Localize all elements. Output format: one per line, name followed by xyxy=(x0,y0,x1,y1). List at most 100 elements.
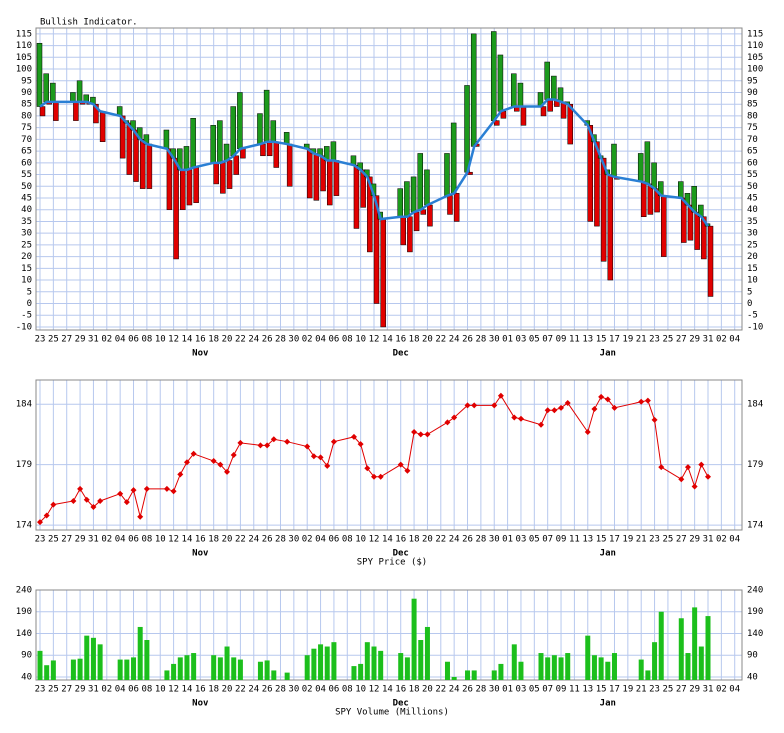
bullish-bar xyxy=(217,120,223,164)
x-tick-label: 05 xyxy=(529,335,540,345)
month-label: Dec xyxy=(393,549,409,559)
x-tick-label: 01 xyxy=(502,535,513,545)
price-point xyxy=(230,452,237,458)
x-tick-label: 26 xyxy=(262,535,273,545)
volume-bar xyxy=(164,670,170,680)
x-tick-label: 03 xyxy=(516,535,527,545)
y-tick-label: 5 xyxy=(27,287,32,297)
price-point xyxy=(264,442,271,449)
price-point xyxy=(183,459,190,466)
price-point xyxy=(604,396,611,403)
bearish-bar xyxy=(407,216,413,253)
x-tick-label: 20 xyxy=(422,535,433,545)
x-tick-label: 04 xyxy=(115,335,126,345)
bearish-bar xyxy=(166,148,173,210)
x-tick-label: 15 xyxy=(596,535,607,545)
bullish-bar xyxy=(470,33,477,147)
price-point xyxy=(190,450,197,457)
price-point xyxy=(163,485,170,492)
x-tick-label: 30 xyxy=(288,685,299,695)
volume-bar xyxy=(331,642,337,680)
y-tick-label: 50 xyxy=(21,182,32,192)
x-tick-label: 14 xyxy=(382,685,393,695)
volume-bar xyxy=(558,657,564,680)
y-tick-label: 75 xyxy=(747,123,758,133)
y-tick-label: 105 xyxy=(16,53,32,63)
y-tick-label: 65 xyxy=(747,147,758,157)
x-tick-label: 18 xyxy=(208,335,219,345)
x-tick-label: 26 xyxy=(262,335,273,345)
bearish-bar xyxy=(587,125,594,222)
price-point xyxy=(464,402,471,409)
x-tick-label: 24 xyxy=(449,335,460,345)
bullish-bar xyxy=(397,188,403,218)
bearish-bar xyxy=(273,141,280,168)
month-label: Jan xyxy=(600,349,616,359)
volume-bar xyxy=(471,670,477,680)
y-tick-label: 10 xyxy=(747,276,758,286)
y-tick-label: -5 xyxy=(747,311,758,321)
plot-frame xyxy=(35,379,743,531)
volume-bar xyxy=(77,658,83,680)
price-point xyxy=(517,415,524,422)
y-tick-label: 70 xyxy=(747,135,758,145)
y-tick-label: 115 xyxy=(747,29,763,39)
price-point xyxy=(237,439,244,446)
y-tick-label: 30 xyxy=(21,229,32,239)
bearish-bar xyxy=(453,193,460,222)
y-tick-label: 90 xyxy=(21,88,32,98)
x-tick-label: 14 xyxy=(382,335,393,345)
bearish-bar xyxy=(286,143,293,187)
price-point xyxy=(330,438,337,445)
x-tick-label: 28 xyxy=(275,535,286,545)
y-tick-label: 184 xyxy=(747,400,763,410)
price-point xyxy=(37,519,43,526)
bearish-bar xyxy=(260,143,266,157)
bearish-bar xyxy=(139,139,146,189)
volume-bar xyxy=(591,655,597,680)
x-tick-label: 20 xyxy=(222,535,233,545)
bearish-bar xyxy=(133,129,139,182)
bearish-bar xyxy=(547,99,553,112)
bearish-bar xyxy=(654,188,660,213)
x-tick-label: 20 xyxy=(222,685,233,695)
bullish-bar xyxy=(263,89,270,142)
bearish-bar xyxy=(266,141,273,157)
bearish-bar xyxy=(126,122,133,175)
x-tick-label: 10 xyxy=(155,535,166,545)
volume-bar xyxy=(678,618,684,680)
x-tick-label: 26 xyxy=(462,535,473,545)
price-point xyxy=(224,468,231,475)
price-point xyxy=(684,464,691,471)
x-tick-label: 04 xyxy=(115,535,126,545)
bearish-bar xyxy=(647,183,654,215)
x-tick-label: 01 xyxy=(502,685,513,695)
price-point xyxy=(324,462,331,469)
volume-bar xyxy=(378,650,384,680)
x-tick-label: 09 xyxy=(556,335,567,345)
price-point xyxy=(691,483,698,490)
volume-bar xyxy=(565,653,571,680)
x-tick-label: 29 xyxy=(689,535,700,545)
x-tick-label: 16 xyxy=(395,685,406,695)
y-tick-label: 40 xyxy=(747,672,758,682)
x-tick-label: 02 xyxy=(302,685,313,695)
volume-bar xyxy=(50,660,56,680)
x-tick-label: 08 xyxy=(141,335,152,345)
price-point xyxy=(424,431,431,438)
y-tick-label: 25 xyxy=(747,240,758,250)
bullish-bar xyxy=(444,153,450,196)
x-tick-label: 06 xyxy=(328,685,339,695)
x-tick-label: 17 xyxy=(609,685,620,695)
x-tick-label: 04 xyxy=(729,535,740,545)
bullish-bar xyxy=(270,120,277,142)
x-tick-label: 03 xyxy=(516,685,527,695)
x-tick-label: 22 xyxy=(435,685,446,695)
bearish-bar xyxy=(373,195,380,304)
volume-bar xyxy=(124,659,130,680)
bearish-bar xyxy=(594,141,600,227)
x-tick-label: 31 xyxy=(703,535,714,545)
y-tick-label: 25 xyxy=(21,240,32,250)
bullish-bar xyxy=(410,176,417,213)
y-tick-label: 5 xyxy=(747,287,752,297)
